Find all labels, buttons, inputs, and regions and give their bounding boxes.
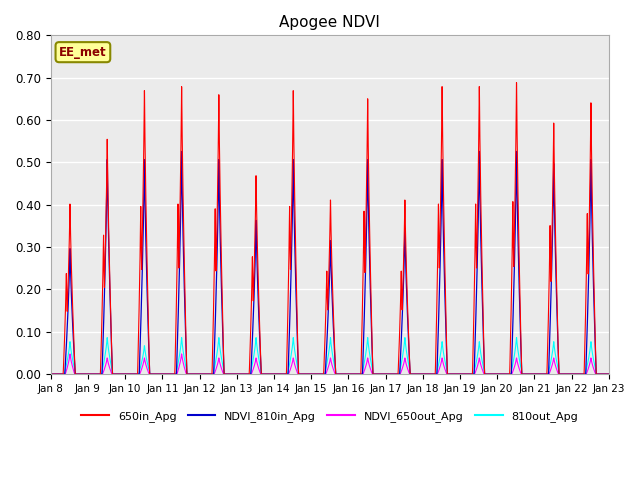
Title: Apogee NDVI: Apogee NDVI: [279, 15, 380, 30]
Legend: 650in_Apg, NDVI_810in_Apg, NDVI_650out_Apg, 810out_Apg: 650in_Apg, NDVI_810in_Apg, NDVI_650out_A…: [77, 407, 582, 426]
Text: EE_met: EE_met: [59, 46, 107, 59]
